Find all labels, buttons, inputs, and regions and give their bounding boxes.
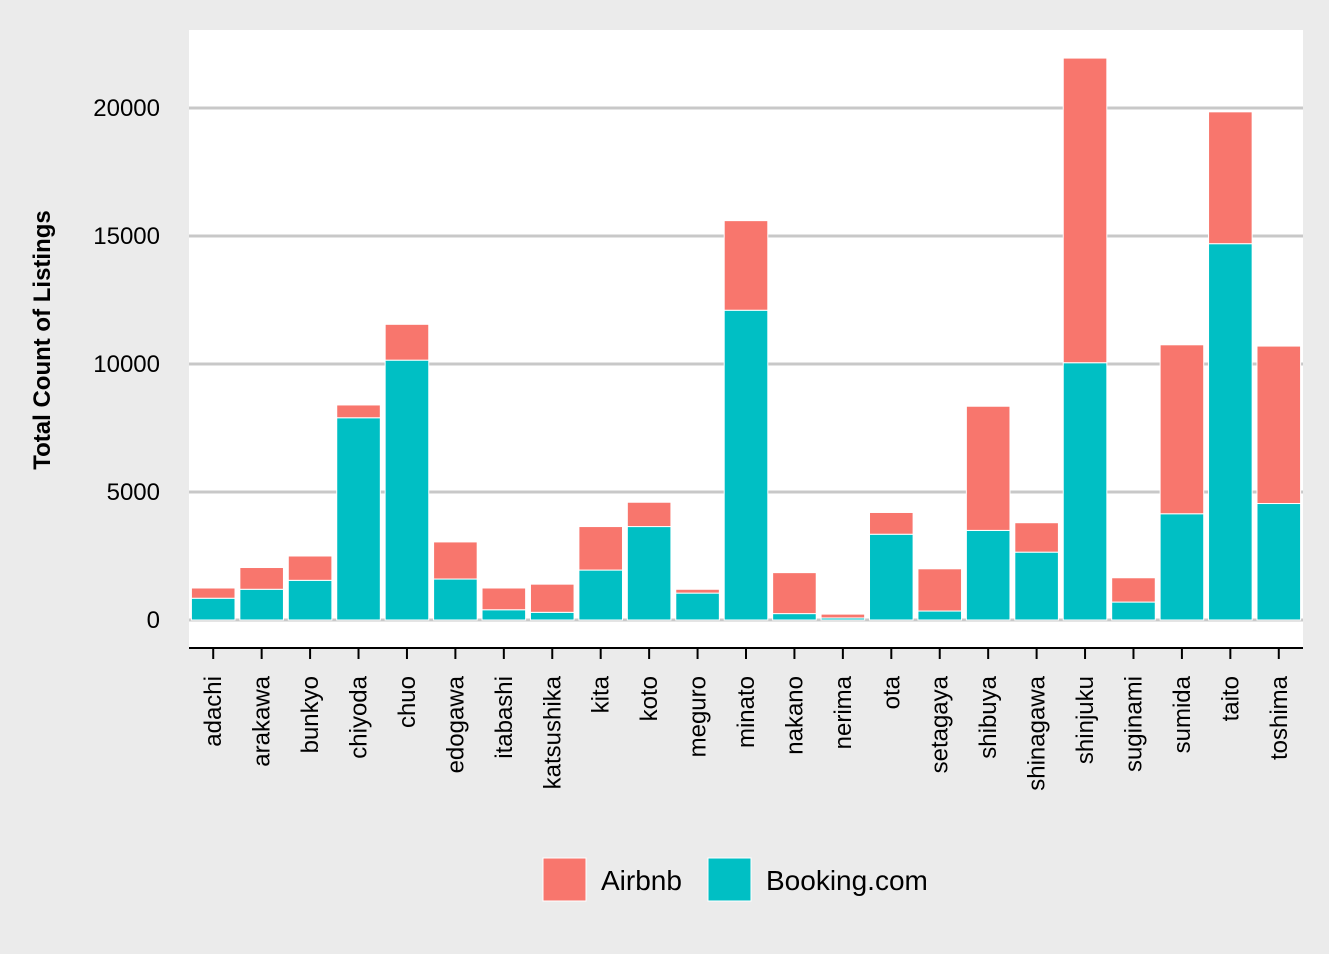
bar-booking-com-shinjuku (1062, 362, 1108, 621)
bar-booking-com-toshima (1256, 503, 1302, 621)
bar-booking-com-sumida (1159, 513, 1205, 621)
bar-booking-com-adachi (190, 597, 236, 621)
x-tick-label-toshima: toshima (1266, 675, 1293, 760)
y-tick-label: 0 (147, 607, 160, 634)
bar-airbnb-nerima (820, 613, 866, 619)
bar-airbnb-shibuya (965, 405, 1011, 531)
x-tick-label-meguro: meguro (685, 676, 712, 757)
bar-airbnb-chiyoda (336, 404, 381, 419)
legend-swatch-airbnb (542, 857, 587, 902)
bar-airbnb-edogawa (433, 541, 478, 580)
bar-booking-com-minato (723, 309, 769, 621)
bar-airbnb-koto (626, 501, 672, 528)
bar-booking-com-katsushika (529, 611, 575, 621)
legend: Airbnb Booking.com (542, 857, 928, 902)
bar-airbnb-meguro (675, 588, 720, 594)
x-tick-label-sumida: sumida (1169, 675, 1196, 753)
y-axis: 0 5000 10000 15000 20000 (93, 95, 160, 634)
y-tick-label: 20000 (93, 95, 160, 122)
bar-booking-com-arakawa (239, 588, 284, 621)
x-tick-label-koto: koto (636, 676, 663, 721)
x-tick-label-bunkyo: bunkyo (297, 676, 324, 753)
bar-airbnb-setagaya (917, 568, 963, 612)
x-tick-label-shibuya: shibuya (975, 675, 1002, 758)
x-tick-label-itabashi: itabashi (491, 676, 518, 759)
bar-airbnb-sumida (1159, 344, 1205, 515)
bar-booking-com-bunkyo (287, 579, 333, 621)
y-tick-label: 5000 (107, 479, 160, 506)
x-tick-label-suginami: suginami (1120, 676, 1147, 772)
bar-airbnb-ota (869, 511, 914, 535)
x-tick-label-minato: minato (733, 676, 760, 748)
bar-airbnb-suginami (1111, 577, 1156, 603)
x-tick-label-shinjuku: shinjuku (1072, 676, 1099, 764)
x-tick-label-setagaya: setagaya (927, 675, 954, 773)
bar-booking-com-shibuya (965, 529, 1011, 621)
bar-booking-com-itabashi (481, 609, 527, 621)
bar-booking-com-edogawa (433, 578, 478, 621)
x-axis: adachi arakawa bunkyo chiyoda chuo edogawa ita… (189, 647, 1303, 791)
x-tick-label-chiyoda: chiyoda (346, 675, 373, 758)
y-tick-label: 10000 (93, 351, 160, 378)
bar-airbnb-itabashi (481, 587, 527, 611)
legend-label-airbnb: Airbnb (601, 865, 682, 896)
x-tick-label-ota: ota (878, 675, 905, 709)
bar-booking-com-meguro (675, 592, 720, 621)
bar-airbnb-minato (723, 220, 769, 311)
x-tick-label-taito: taito (1217, 676, 1244, 721)
x-tick-label-adachi: adachi (200, 676, 227, 747)
bar-airbnb-toshima (1256, 345, 1302, 505)
bar-booking-com-chiyoda (336, 417, 381, 621)
bar-airbnb-shinagawa (1014, 522, 1059, 553)
bar-airbnb-chuo (384, 323, 430, 361)
legend-swatch-booking-com (707, 857, 752, 902)
bar-airbnb-katsushika (529, 583, 575, 613)
bar-booking-com-chuo (384, 359, 430, 621)
x-tick-label-katsushika: katsushika (539, 675, 566, 789)
legend-label-booking-com: Booking.com (766, 865, 928, 896)
x-tick-label-arakawa: arakawa (249, 675, 276, 766)
x-tick-label-shinagawa: shinagawa (1024, 675, 1051, 790)
bar-booking-com-ota (869, 533, 914, 621)
x-tick-label-nakano: nakano (781, 676, 808, 755)
bar-airbnb-adachi (190, 587, 236, 599)
x-tick-label-kita: kita (588, 675, 615, 713)
y-tick-label: 15000 (93, 223, 160, 250)
bar-booking-com-suginami (1111, 601, 1156, 621)
x-tick-label-chuo: chuo (394, 676, 421, 728)
x-tick-label-edogawa: edogawa (442, 675, 469, 773)
bar-booking-com-setagaya (917, 610, 963, 621)
bar-booking-com-shinagawa (1014, 551, 1059, 621)
bar-airbnb-nakano (772, 572, 817, 615)
bar-airbnb-arakawa (239, 567, 284, 590)
bars (190, 57, 1302, 621)
bar-booking-com-koto (626, 526, 672, 621)
bar-booking-com-nakano (772, 613, 817, 621)
x-tick-label-nerima: nerima (830, 675, 857, 749)
y-axis-title: Total Count of Listings (29, 210, 56, 470)
bar-airbnb-bunkyo (287, 555, 333, 581)
bar-airbnb-shinjuku (1062, 57, 1108, 364)
bar-booking-com-taito (1208, 243, 1253, 621)
bar-airbnb-taito (1208, 111, 1253, 245)
bar-booking-com-kita (578, 569, 623, 621)
bar-airbnb-kita (578, 526, 623, 571)
